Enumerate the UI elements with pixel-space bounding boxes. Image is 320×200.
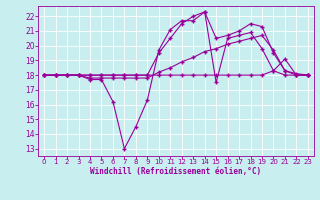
X-axis label: Windchill (Refroidissement éolien,°C): Windchill (Refroidissement éolien,°C) (91, 167, 261, 176)
